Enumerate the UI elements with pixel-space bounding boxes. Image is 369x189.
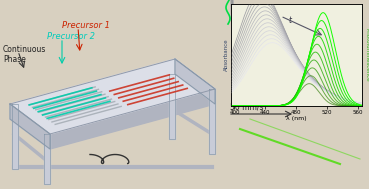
Polygon shape <box>12 104 18 169</box>
Text: t: t <box>288 16 291 25</box>
Text: Precursor 1: Precursor 1 <box>62 21 110 30</box>
Polygon shape <box>209 89 215 154</box>
Polygon shape <box>169 74 175 139</box>
Polygon shape <box>175 59 215 104</box>
X-axis label: λ (nm): λ (nm) <box>286 116 306 121</box>
Polygon shape <box>44 134 50 184</box>
Y-axis label: Photoluminescence: Photoluminescence <box>365 28 369 82</box>
Polygon shape <box>10 104 50 149</box>
Text: 50 mm/s: 50 mm/s <box>230 102 263 111</box>
Text: Precursor 2: Precursor 2 <box>47 32 95 41</box>
Polygon shape <box>10 59 215 134</box>
Y-axis label: Absorbance: Absorbance <box>224 39 229 71</box>
Text: Continuous
Phase: Continuous Phase <box>3 45 46 64</box>
Polygon shape <box>10 74 215 149</box>
